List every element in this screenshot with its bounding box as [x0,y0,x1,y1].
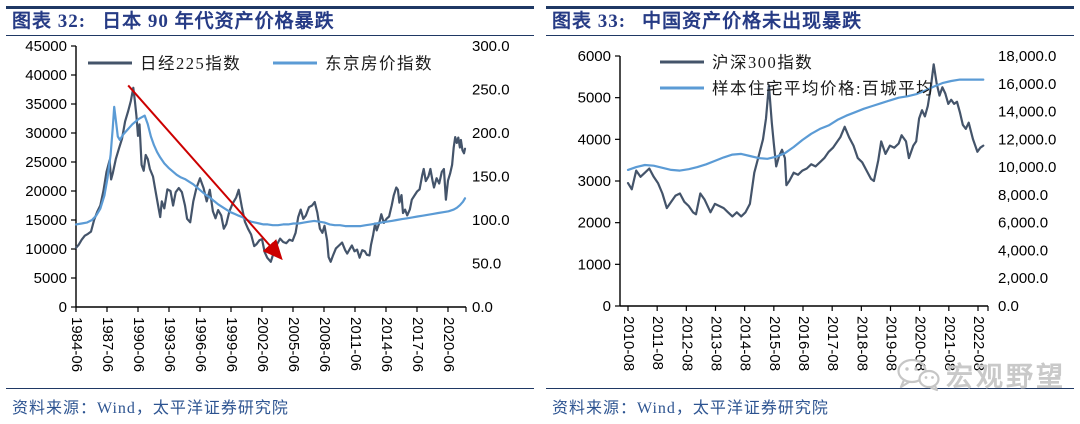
x-axis-tick-label: 2018-08 [853,316,870,371]
x-axis-tick-label: 2011-06 [347,317,364,371]
panel-top-rule [546,6,1074,9]
panel-top-rule [6,6,534,9]
y-axis-tick-label: 0 [603,298,611,315]
y-axis-right-tick-label: 14,000.0 [998,104,1056,121]
y-axis-right-tick-label: 300.0 [472,38,510,55]
figure-label: 图表 33: [552,11,627,32]
japan-chart-svg: 0 5000 10000 15000 20000 25000 30000 35000 40000… [25,38,510,372]
x-axis-tick-label: 2017-06 [409,317,426,372]
footer-rule [546,388,1074,389]
y-axis-right-tick-label: 50.0 [472,256,501,273]
figure-label: 图表 32: [12,11,87,32]
y-axis-right-tick-label: 0.0 [472,299,493,316]
x-axis-tick-label: 2010-08 [620,316,637,371]
y-axis-right-tick-label: 150.0 [472,169,510,186]
y-axis-tick-label: 15000 [25,212,67,229]
y-axis-tick-label: 4000 [578,131,611,148]
series-line-right [626,78,985,172]
series-line-right [74,105,467,228]
china-chart-svg: 0 1000 2000 3000 4000 5000 6000 0.0 2,000.0 4,000… [578,48,1057,371]
y-axis-tick-label: 3000 [578,173,611,190]
y-axis-tick-label: 5000 [34,270,67,287]
x-axis-tick-label: 2013-08 [708,316,725,371]
x-axis-tick-label: 2022-08 [970,316,987,371]
y-axis-tick-label: 40000 [25,67,67,84]
figure-33-title: 图表 33: 中国资产价格未出现暴跌 [540,9,1080,35]
y-axis-tick-label: 30000 [25,125,67,142]
crash-arrow-annotation [127,84,283,261]
x-axis-tick-label: 1987-06 [99,317,116,372]
figure-title-text: 日本 90 年代资产价格暴跌 [102,11,335,32]
x-axis-tick-label: 2014-06 [378,317,395,372]
legend-label: 沪深300指数 [712,53,813,72]
x-axis-tick-label: 2021-08 [941,316,958,371]
y-axis-right-tick-label: 6,000.0 [998,215,1048,232]
y-axis-tick-label: 20000 [25,183,67,200]
source-note: 资料来源：Wind，太平洋证券研究院 [12,400,289,417]
y-axis-right-tick-label: 18,000.0 [998,48,1056,65]
x-axis-tick-label: 1984-06 [68,317,85,372]
x-axis-tick-label: 2017-08 [824,316,841,371]
y-axis-right-tick-label: 12,000.0 [998,131,1056,148]
x-axis-tick-label: 2015-08 [766,316,783,371]
y-axis-right-tick-label: 4,000.0 [998,242,1048,259]
y-axis-right-tick-label: 8,000.0 [998,187,1048,204]
x-axis-tick-label: 2005-06 [285,317,302,372]
y-axis-right-tick-label: 10,000.0 [998,159,1056,176]
y-axis-tick-label: 35000 [25,96,67,113]
panel-china-chart: 图表 33: 中国资产价格未出现暴跌 0 1000 2000 3000 4000 5000 6… [540,0,1080,424]
legend-label: 样本住宅平均价格:百城平均 [712,79,934,98]
x-axis-tick-label: 2020-08 [912,316,929,371]
title-underline-rule [6,35,534,36]
x-axis-tick-label: 1999-06 [223,317,240,372]
panel-japan-chart: 图表 32: 日本 90 年代资产价格暴跌 0 5000 10000 15000 2000… [0,6,540,417]
x-axis-tick-label: 2019-08 [883,316,900,371]
y-axis-right-tick-label: 2,000.0 [998,270,1048,287]
y-axis-tick-label: 1000 [578,256,611,273]
x-axis-tick-label: 1990-06 [130,317,147,372]
series-line-left [74,86,467,263]
y-axis-right-tick-label: 100.0 [472,212,510,229]
x-axis-tick-label: 2016-08 [795,316,812,371]
legend-label: 东京房价指数 [325,54,433,73]
y-axis-right-tick-label: 200.0 [472,125,510,142]
y-axis-right-tick-label: 16,000.0 [998,76,1056,93]
x-axis-tick-label: 2014-08 [737,316,754,371]
title-underline-rule [546,35,1074,36]
y-axis-tick-label: 0 [59,299,67,316]
footer-rule [6,388,534,389]
figure-title-text: 中国资产价格未出现暴跌 [642,11,863,32]
y-axis-tick-label: 25000 [25,154,67,171]
x-axis-tick-label: 2012-08 [678,316,695,371]
series-line-left [626,63,985,218]
figure-32-title: 图表 32: 日本 90 年代资产价格暴跌 [0,9,540,35]
y-axis-right-tick-label: 0.0 [998,298,1019,315]
legend-label: 日经225指数 [140,54,241,73]
y-axis-tick-label: 45000 [25,38,67,55]
x-axis-tick-label: 2011-08 [649,316,666,370]
y-axis-tick-label: 10000 [25,241,67,258]
y-axis-right-tick-label: 250.0 [472,82,510,99]
x-axis-tick-label: 2008-06 [316,317,333,372]
x-axis-tick-label: 1993-06 [161,317,178,372]
y-axis-tick-label: 5000 [578,90,611,107]
y-axis-tick-label: 6000 [578,48,611,65]
y-axis-tick-label: 2000 [578,215,611,232]
x-axis-tick-label: 2002-06 [254,317,271,372]
x-axis-tick-label: 2020-06 [440,317,457,372]
source-note: 资料来源：Wind，太平洋证券研究院 [552,400,829,417]
x-axis-tick-label: 1996-06 [192,317,209,372]
